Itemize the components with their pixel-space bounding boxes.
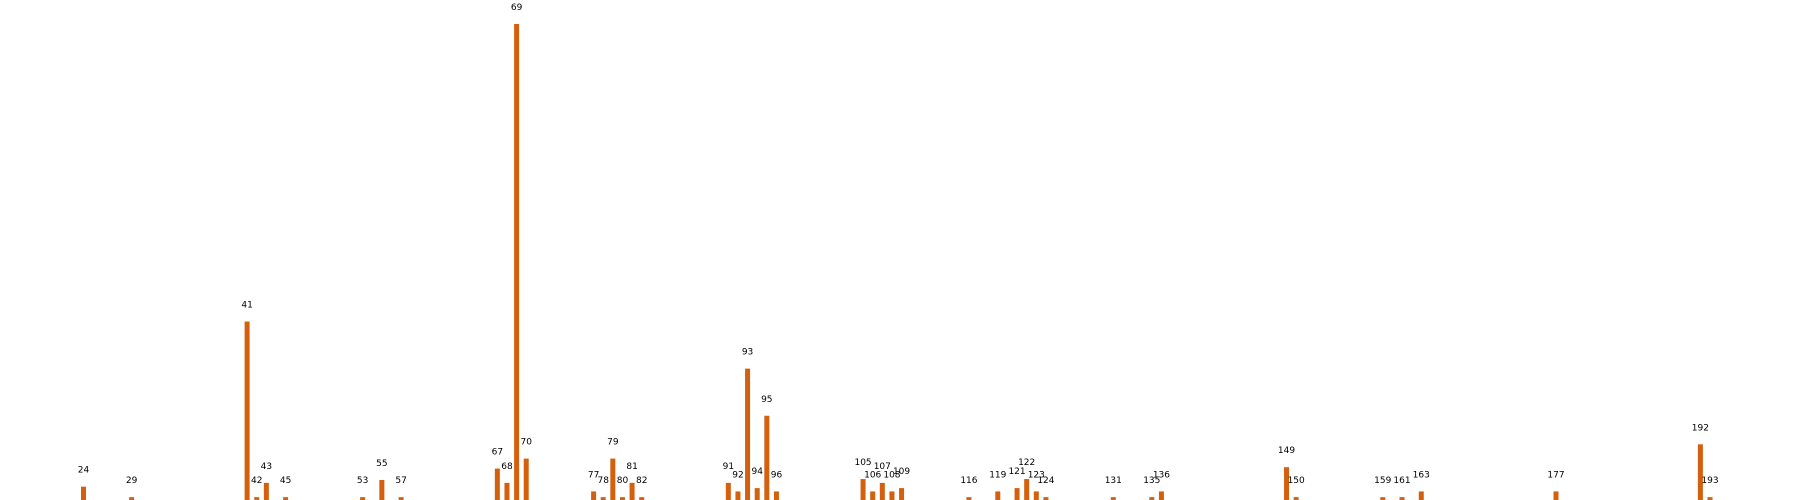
bar-42 — [254, 497, 260, 500]
bar-label-57: 57 — [395, 476, 406, 486]
bar-label-70: 70 — [520, 438, 532, 448]
bar-label-107: 107 — [874, 462, 891, 472]
bar-79 — [610, 458, 616, 500]
bar-131 — [1110, 497, 1116, 500]
bar-116 — [966, 497, 972, 500]
bar-label-123: 123 — [1028, 470, 1045, 480]
bar-label-78: 78 — [597, 476, 609, 486]
bar-label-93: 93 — [742, 348, 753, 358]
bar-80 — [619, 497, 625, 500]
bar-81 — [629, 482, 635, 500]
bars-group — [81, 24, 1713, 500]
bar-109 — [899, 488, 905, 500]
bar-95 — [764, 415, 770, 500]
bar-label-80: 80 — [617, 476, 629, 486]
bar-77 — [591, 491, 597, 500]
bar-label-94: 94 — [751, 467, 763, 477]
bar-96 — [773, 491, 779, 500]
bar-label-135: 135 — [1143, 476, 1160, 486]
bar-124 — [1043, 497, 1049, 500]
bar-label-121: 121 — [1008, 467, 1025, 477]
bar-label-77: 77 — [588, 470, 599, 480]
bar-149 — [1284, 467, 1290, 500]
bar-label-136: 136 — [1153, 470, 1170, 480]
bar-107 — [879, 482, 885, 500]
bar-106 — [870, 491, 876, 500]
bar-label-67: 67 — [492, 448, 503, 458]
bar-label-55: 55 — [376, 459, 387, 469]
bar-label-109: 109 — [893, 467, 910, 477]
bar-68 — [504, 482, 510, 500]
bar-label-42: 42 — [251, 476, 262, 486]
bar-91 — [725, 482, 731, 500]
bar-label-82: 82 — [636, 476, 647, 486]
bar-161 — [1399, 497, 1405, 500]
bar-69 — [514, 24, 520, 500]
bar-163 — [1418, 491, 1424, 500]
bar-label-105: 105 — [854, 458, 871, 468]
bar-108 — [889, 491, 895, 500]
bar-label-122: 122 — [1018, 458, 1035, 468]
bar-177 — [1553, 491, 1559, 500]
bar-150 — [1293, 497, 1299, 500]
bar-label-53: 53 — [357, 476, 368, 486]
bar-label-192: 192 — [1692, 423, 1709, 433]
bar-105 — [860, 479, 866, 500]
bar-label-92: 92 — [732, 470, 743, 480]
bar-label-96: 96 — [771, 470, 783, 480]
bar-119 — [995, 491, 1001, 500]
bar-label-108: 108 — [883, 470, 900, 480]
bar-label-106: 106 — [864, 470, 881, 480]
bar-94 — [754, 488, 760, 500]
bar-label-45: 45 — [280, 476, 291, 486]
bar-70 — [523, 458, 529, 500]
bar-label-79: 79 — [607, 438, 619, 448]
bar-29 — [129, 497, 135, 500]
bar-24 — [81, 486, 86, 500]
bar-label-119: 119 — [989, 470, 1006, 480]
bar-label-116: 116 — [960, 476, 977, 486]
bar-label-91: 91 — [723, 462, 734, 472]
bar-label-161: 161 — [1393, 476, 1410, 486]
bar-78 — [600, 497, 606, 500]
bar-159 — [1380, 497, 1386, 500]
bar-57 — [398, 497, 404, 500]
bar-label-124: 124 — [1037, 476, 1054, 486]
bar-label-131: 131 — [1105, 476, 1122, 486]
bar-192 — [1697, 444, 1703, 500]
bar-label-43: 43 — [261, 462, 272, 472]
bar-label-159: 159 — [1374, 476, 1391, 486]
bar-45 — [283, 497, 289, 500]
bar-label-41: 41 — [241, 301, 252, 311]
bar-label-24: 24 — [78, 466, 90, 476]
bar-label-177: 177 — [1547, 470, 1564, 480]
bar-41 — [244, 321, 250, 500]
bar-67 — [494, 468, 500, 500]
bar-193 — [1707, 497, 1713, 500]
bar-135 — [1149, 497, 1155, 500]
bar-label-81: 81 — [626, 462, 637, 472]
bar-123 — [1033, 491, 1039, 500]
bar-93 — [745, 368, 751, 500]
bar-label-149: 149 — [1278, 446, 1295, 456]
bar-121 — [1014, 488, 1020, 500]
bar-label-68: 68 — [501, 462, 513, 472]
bar-label-193: 193 — [1701, 476, 1718, 486]
bar-43 — [263, 482, 269, 500]
bar-label-69: 69 — [511, 3, 523, 13]
bar-label-29: 29 — [126, 476, 138, 486]
bar-92 — [735, 491, 741, 500]
bar-53 — [360, 497, 366, 500]
bar-82 — [639, 497, 645, 500]
bar-122 — [1024, 479, 1030, 500]
bar-label-150: 150 — [1288, 476, 1305, 486]
bar-label-163: 163 — [1413, 470, 1430, 480]
bar-136 — [1158, 491, 1164, 500]
bar-55 — [379, 480, 385, 500]
bar-label-95: 95 — [761, 395, 772, 405]
